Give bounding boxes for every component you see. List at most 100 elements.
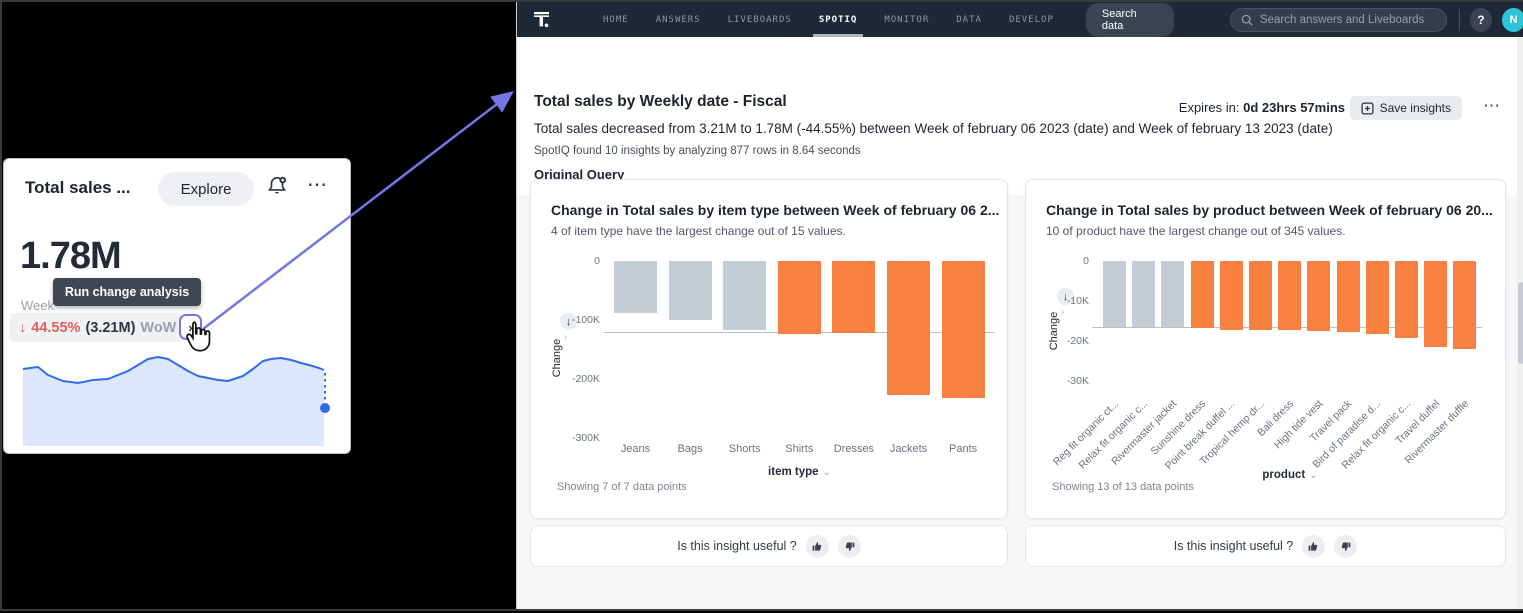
page-title: Total sales by Weekly date - Fiscal bbox=[534, 93, 787, 110]
bar-Jackets[interactable] bbox=[887, 261, 930, 395]
x-category-label: Jeans bbox=[620, 443, 651, 455]
bar-High tide vest[interactable] bbox=[1307, 261, 1331, 331]
header-more-button[interactable]: ⋯ bbox=[1483, 96, 1501, 115]
change-badge: ↓ 44.55% (3.21M) WoW bbox=[9, 313, 183, 342]
insight-summary: Total sales decreased from 3.21M to 1.78… bbox=[534, 121, 1333, 136]
scrollbar-thumb[interactable] bbox=[1518, 282, 1523, 364]
nav-item-liveboards[interactable]: LIVEBOARDS bbox=[727, 14, 792, 25]
global-search-input[interactable]: Search answers and Liveboards bbox=[1229, 7, 1447, 32]
bar-Relax fit organic c...[interactable] bbox=[1132, 261, 1156, 327]
save-plus-icon bbox=[1361, 101, 1374, 115]
thumbs-up-button[interactable] bbox=[805, 534, 829, 558]
bar-Rivermaster jacket[interactable] bbox=[1161, 261, 1185, 327]
save-insights-button[interactable]: Save insights bbox=[1349, 96, 1462, 120]
x-axis-label[interactable]: product ⌄ bbox=[1262, 469, 1318, 481]
x-category-label: Jackets bbox=[889, 443, 928, 455]
kpi-sparkline bbox=[22, 356, 330, 446]
kpi-more-button[interactable]: ⋯ bbox=[307, 174, 328, 196]
bar-Travel duffel[interactable] bbox=[1424, 261, 1448, 347]
axis-expand-icon[interactable]: › bbox=[1061, 307, 1065, 318]
bar-Relax fit organic c...[interactable] bbox=[1395, 261, 1418, 339]
sort-direction-icon[interactable]: ↓ bbox=[560, 313, 577, 330]
y-tick-label: -300K bbox=[571, 432, 600, 444]
search-icon bbox=[1241, 14, 1253, 26]
original-query-label: Original Query bbox=[534, 167, 625, 182]
search-data-button[interactable]: Search data bbox=[1085, 2, 1174, 37]
nav-item-monitor[interactable]: MONITOR bbox=[884, 14, 930, 25]
y-tick-label: -20K bbox=[1066, 335, 1089, 347]
x-category-label: Dresses bbox=[833, 443, 875, 455]
change-absolute: (3.21M) bbox=[85, 319, 136, 336]
bar-Bags[interactable] bbox=[668, 261, 712, 320]
x-category-label: Shorts bbox=[728, 443, 761, 455]
change-period: WoW bbox=[140, 319, 177, 336]
insight-feedback-bar: Is this insight useful ? bbox=[530, 525, 1008, 567]
search-placeholder: Search answers and Liveboards bbox=[1259, 13, 1425, 26]
sparkline-endpoint bbox=[320, 403, 330, 413]
alert-bell-icon[interactable] bbox=[266, 175, 288, 202]
bar-Bird of paradise d...[interactable] bbox=[1365, 261, 1389, 334]
bar-Pants[interactable] bbox=[941, 261, 985, 399]
y-tick-label: -30K bbox=[1066, 375, 1089, 387]
top-nav: HOME ANSWERS LIVEBOARDS SPOTIQ MONITOR DATA DE… bbox=[517, 2, 1523, 37]
chart-subtitle: 10 of product have the largest change ou… bbox=[1046, 224, 1346, 238]
insight-feedback-bar: Is this insight useful ? bbox=[1025, 525, 1506, 567]
explore-button[interactable]: Explore bbox=[158, 172, 254, 206]
nav-divider bbox=[1458, 8, 1460, 31]
insight-card-item-type: Change in Total sales by item type betwe… bbox=[530, 179, 1008, 519]
kpi-value: 1.78M bbox=[20, 235, 122, 277]
y-tick-label: -100K bbox=[571, 314, 600, 326]
nav-menu: HOME ANSWERS LIVEBOARDS SPOTIQ MONITOR DATA DE… bbox=[603, 2, 1054, 37]
spotiq-panel: HOME ANSWERS LIVEBOARDS SPOTIQ MONITOR DATA DE… bbox=[516, 2, 1523, 609]
change-arrow-icon: ↓ bbox=[19, 319, 27, 336]
bar-Shorts[interactable] bbox=[723, 261, 767, 331]
y-tick-label: 0 bbox=[594, 255, 600, 267]
nav-item-develop[interactable]: DEVELOP bbox=[1008, 14, 1054, 25]
thumbs-up-button[interactable] bbox=[1302, 534, 1326, 558]
change-percent: 44.55% bbox=[31, 319, 81, 336]
chart-plot-area: 0 -100K -200K -300K Jeans Bags Shorts Shirts Dre… bbox=[531, 180, 1007, 518]
y-tick-label: 0 bbox=[1083, 255, 1089, 267]
thoughtspot-logo[interactable] bbox=[531, 8, 555, 32]
y-tick-label: -200K bbox=[571, 373, 600, 385]
x-category-label: Shirts bbox=[785, 443, 814, 455]
tooltip: Run change analysis bbox=[53, 278, 201, 306]
bar-Dresses[interactable] bbox=[832, 261, 876, 333]
bar-Tropical hemp dr...[interactable] bbox=[1249, 261, 1272, 330]
chart-title: Change in Total sales by product between… bbox=[1046, 202, 1493, 218]
sort-direction-icon[interactable]: ↓ bbox=[1057, 288, 1074, 305]
insights-header: Total sales by Weekly date - Fiscal Tota… bbox=[517, 37, 1523, 209]
run-change-analysis-button[interactable]: › bbox=[179, 314, 202, 340]
thumbs-down-button[interactable] bbox=[1334, 534, 1358, 558]
kpi-period-label: Week bbox=[21, 298, 54, 313]
showing-count: Showing 13 of 13 data points bbox=[1052, 481, 1194, 493]
feedback-question: Is this insight useful ? bbox=[677, 539, 797, 553]
y-tick-label: -10K bbox=[1066, 295, 1089, 307]
expires-text: Expires in: 0d 23hrs 57mins bbox=[1178, 100, 1345, 115]
nav-item-data[interactable]: DATA bbox=[956, 14, 982, 25]
user-avatar[interactable]: N bbox=[1502, 7, 1523, 32]
bar-Point break duffel ...[interactable] bbox=[1219, 261, 1243, 330]
kpi-tile: Total sales ... Explore ⋯ 1.78M Week ↓ 4… bbox=[3, 158, 351, 454]
bar-Jeans[interactable] bbox=[614, 261, 657, 313]
bar-Rivermaster duffle[interactable] bbox=[1453, 261, 1477, 350]
scrollbar[interactable] bbox=[1517, 37, 1523, 609]
x-axis-label[interactable]: item type ⌄ bbox=[768, 466, 831, 478]
bar-Shirts[interactable] bbox=[777, 261, 821, 334]
bar-Sunshine dress[interactable] bbox=[1190, 261, 1214, 329]
showing-count: Showing 7 of 7 data points bbox=[557, 481, 687, 493]
chart-plot-area: 0 -10K -20K -30K Reg fit organic ct... Relax … bbox=[1026, 180, 1505, 518]
axis-expand-icon[interactable]: › bbox=[564, 332, 568, 343]
analysis-meta: SpotIQ found 10 insights by analyzing 87… bbox=[534, 145, 861, 157]
nav-item-spotiq[interactable]: SPOTIQ bbox=[812, 2, 863, 37]
bar-Travel pack[interactable] bbox=[1336, 261, 1360, 332]
feedback-question: Is this insight useful ? bbox=[1173, 539, 1294, 553]
nav-item-answers[interactable]: ANSWERS bbox=[655, 14, 701, 25]
x-category-label: Pants bbox=[949, 443, 978, 455]
nav-item-home[interactable]: HOME bbox=[603, 14, 629, 25]
help-button[interactable]: ? bbox=[1469, 7, 1493, 32]
thumbs-down-button[interactable] bbox=[837, 534, 861, 558]
x-category-label: Bags bbox=[677, 443, 703, 455]
bar-Reg fit organic ct...[interactable] bbox=[1103, 261, 1126, 327]
bar-Bali dress[interactable] bbox=[1278, 261, 1302, 331]
